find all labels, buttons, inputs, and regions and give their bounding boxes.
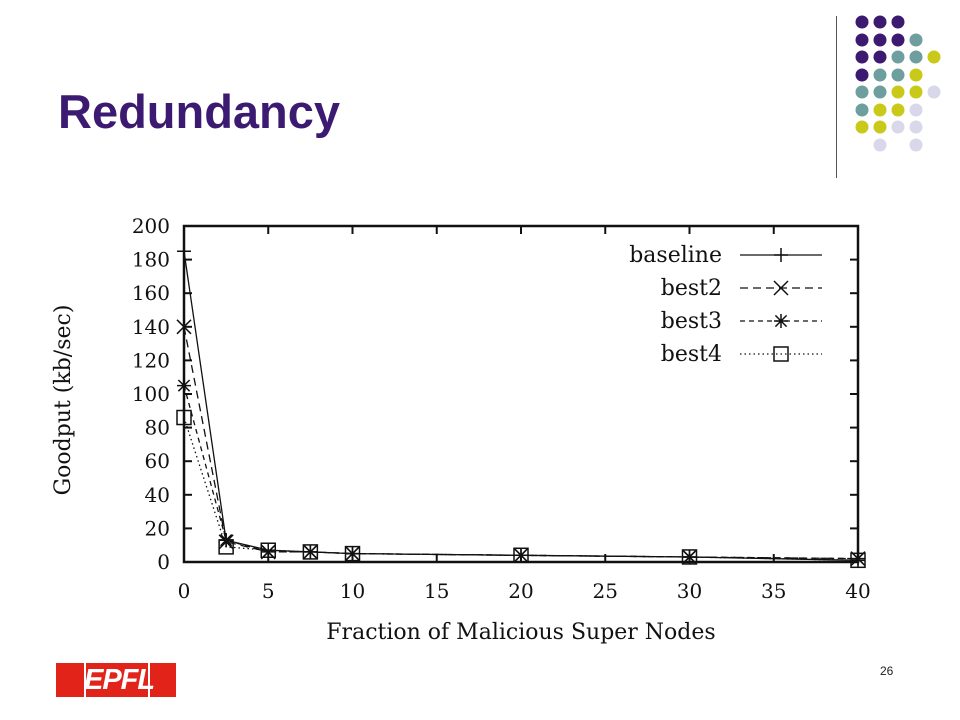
x-tick-label: 25 — [593, 579, 618, 603]
decorative-dot — [909, 138, 923, 152]
y-tick-label: 0 — [157, 550, 170, 574]
decorative-dot — [873, 33, 887, 47]
decorative-dot — [891, 103, 905, 117]
series-line-best3 — [183, 385, 859, 560]
decorative-dot-grid — [855, 15, 941, 152]
data-point-star — [514, 548, 528, 563]
y-tick-label: 180 — [132, 248, 170, 272]
data-point-square — [302, 544, 319, 560]
decorative-dot — [873, 15, 887, 29]
decorative-dot — [909, 50, 923, 64]
x-tick-label: 35 — [761, 579, 786, 603]
data-point-square — [681, 549, 698, 565]
data-point-square — [176, 409, 192, 426]
y-tick-label: 100 — [132, 382, 170, 406]
x-tick-label: 5 — [262, 579, 275, 603]
decorative-dot — [855, 15, 869, 29]
decorative-dot — [891, 33, 905, 47]
series-line-best4 — [183, 417, 859, 561]
decorative-dot — [909, 103, 923, 117]
decorative-dot — [855, 68, 869, 82]
header-divider — [836, 16, 837, 178]
series-line-baseline — [183, 251, 859, 561]
legend-label: baseline — [629, 243, 722, 268]
decorative-dot — [909, 33, 923, 47]
series-best4 — [176, 409, 866, 569]
legend-label: best2 — [661, 276, 722, 301]
y-tick-label: 160 — [132, 281, 170, 305]
x-tick-label: 20 — [508, 579, 533, 603]
series-line-best2 — [183, 326, 859, 560]
data-point-square — [218, 539, 234, 555]
y-axis-label: Goodput (kb/sec) — [51, 305, 76, 496]
x-tick-label: 0 — [178, 579, 191, 603]
series-baseline — [177, 244, 865, 568]
y-tick-label: 200 — [132, 214, 170, 238]
y-tick-label: 120 — [132, 348, 170, 372]
slide-title: Redundancy — [58, 85, 341, 138]
y-tick-label: 140 — [132, 315, 170, 339]
decorative-dot — [873, 103, 887, 117]
decorative-dot — [855, 50, 869, 64]
decorative-dot — [909, 85, 923, 99]
decorative-dot — [873, 138, 887, 152]
logo-text: EPFL — [84, 664, 155, 696]
data-point-square — [513, 547, 529, 564]
decorative-dot — [855, 120, 869, 134]
x-tick-label: 30 — [677, 579, 702, 603]
data-point-square — [773, 346, 789, 362]
y-tick-label: 20 — [145, 516, 170, 540]
data-point-cross — [773, 280, 789, 296]
decorative-dot — [855, 103, 869, 117]
data-point-square — [260, 542, 276, 558]
decorative-dot — [927, 50, 941, 64]
decorative-dot — [891, 120, 905, 134]
decorative-dot — [891, 50, 905, 64]
decorative-dot — [855, 33, 869, 47]
decorative-dot — [873, 50, 887, 64]
decorative-dot — [891, 68, 905, 82]
data-point-plus — [774, 248, 788, 262]
x-tick-label: 10 — [340, 579, 365, 603]
page-number: 26 — [880, 664, 894, 678]
series-best3 — [177, 378, 865, 566]
y-tick-label: 80 — [145, 416, 170, 440]
data-point-square — [850, 552, 866, 569]
epfl-logo: EPFL — [56, 663, 176, 697]
data-point-star — [774, 314, 788, 328]
decorative-dot — [873, 85, 887, 99]
legend-label: best3 — [661, 309, 722, 334]
data-point-star — [851, 551, 865, 566]
legend-label: best4 — [661, 342, 722, 367]
decorative-dot — [891, 85, 905, 99]
plot-frame — [182, 224, 860, 564]
goodput-line-chart: Goodput (kb/sec) Fraction of Malicious S… — [51, 214, 871, 645]
decorative-dot — [873, 68, 887, 82]
y-tick-label: 40 — [145, 483, 170, 507]
decorative-dot — [873, 120, 887, 134]
x-tick-label: 40 — [845, 579, 870, 603]
data-point-star — [177, 378, 191, 393]
data-point-plus — [177, 244, 191, 259]
decorative-dot — [909, 68, 923, 82]
x-tick-label: 15 — [424, 579, 449, 603]
decorative-dot — [909, 120, 923, 134]
data-point-star — [345, 546, 360, 561]
x-axis-label: Fraction of Malicious Super Nodes — [326, 620, 715, 645]
y-tick-label: 60 — [145, 449, 170, 473]
series-best2 — [176, 319, 866, 567]
data-point-star — [261, 544, 276, 559]
decorative-dot — [927, 85, 941, 99]
data-point-square — [344, 545, 361, 562]
decorative-dot — [891, 15, 905, 29]
data-point-cross — [176, 319, 192, 335]
decorative-dot — [855, 85, 869, 99]
